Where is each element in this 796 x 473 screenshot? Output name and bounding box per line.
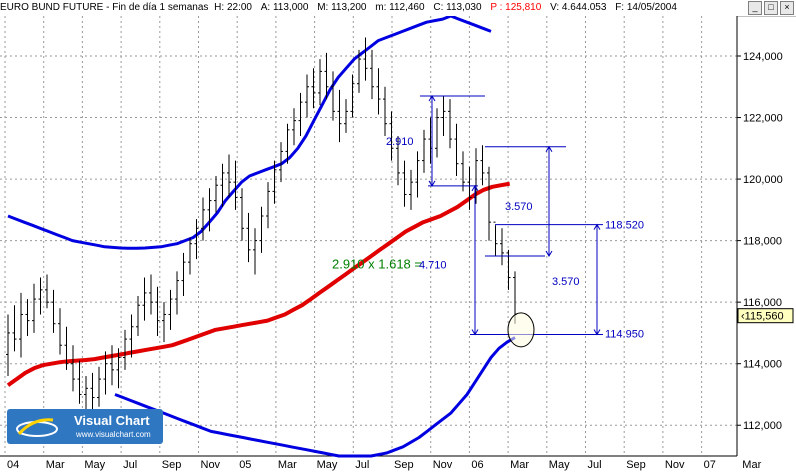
x-tick-label: Sep <box>162 459 182 471</box>
upper-series-line <box>7 16 492 250</box>
fib-extension-arrow-head <box>471 184 479 192</box>
fib-expression-label: 2.910 x 1.618 = <box>332 256 422 271</box>
chart-title-bar: EURO BUND FUTURE - Fin de día 1 semanas … <box>0 0 796 17</box>
x-tick-label: 05 <box>239 459 251 471</box>
logo-url: www.visualchart.com <box>76 430 151 439</box>
visual-chart-logo: Visual Chart www.visualchart.com <box>7 409 163 444</box>
x-tick-label: Mar <box>510 459 529 471</box>
fib-extension-arrow-head <box>471 329 479 336</box>
x-tick-label: Jul <box>123 459 137 471</box>
x-tick-label: Nov <box>201 459 221 471</box>
measure-1-arrow-head <box>428 180 436 187</box>
lower-series-line <box>114 336 516 458</box>
min-value: m: 112,460 <box>375 2 425 13</box>
x-tick-label: Mar <box>46 459 65 471</box>
y-tick-label: 114,000 <box>743 359 782 371</box>
y-tick-label: 112,000 <box>743 420 782 432</box>
measure-1-label: 2.910 <box>386 136 414 148</box>
x-tick-label: May <box>317 459 338 471</box>
measure-2-arrow-head <box>545 250 553 257</box>
restore-button[interactable]: □ <box>764 1 778 15</box>
measure-2-label: 3.570 <box>505 201 533 213</box>
target-2-label: 114.950 <box>605 329 644 341</box>
target-1-label: 118.520 <box>605 219 644 231</box>
fib-result-label: 4.710 <box>419 259 447 271</box>
last-price-label: ‹115,560 <box>741 311 784 323</box>
price-chart[interactable]: 04 Mar May Jul Sep Nov 05 Mar May Jul Sep Nov 06 Mar M… <box>0 16 796 473</box>
y-tick-label: 120,000 <box>743 174 783 186</box>
y-tick-label: 118,000 <box>743 236 782 248</box>
x-tick-label: Sep <box>394 459 414 471</box>
y-tick-label: 116,000 <box>743 297 782 309</box>
instrument-title: EURO BUND FUTURE - Fin de día 1 semanas <box>0 2 209 13</box>
x-tick-label: May <box>549 459 570 471</box>
measure-3-label: 3.570 <box>552 276 580 288</box>
prev-value: P : 125,810 <box>490 2 542 13</box>
y-tick-label: 122,000 <box>743 113 783 125</box>
measure-2-arrow-head <box>545 145 553 153</box>
close-button[interactable]: × <box>780 1 794 15</box>
x-tick-label: Nov <box>665 459 685 471</box>
logo-name: Visual Chart <box>74 413 150 428</box>
max-value: M: 113,200 <box>317 2 367 13</box>
x-tick-label: Mar <box>278 459 297 471</box>
x-tick-label: Mar <box>742 459 761 471</box>
highlight-ellipse <box>507 312 535 348</box>
last-price-box <box>737 308 794 324</box>
high-value: H: 22:00 <box>214 2 252 13</box>
x-tick-label: May <box>84 459 105 471</box>
window-controls: _ □ × <box>748 1 794 15</box>
y-tick-label: 124,000 <box>743 51 783 63</box>
ask-value: A: 113,000 <box>260 2 309 13</box>
x-tick-label: 06 <box>471 459 483 471</box>
x-tick-label: 07 <box>704 459 716 471</box>
measure-3-arrow-head <box>593 223 601 230</box>
minimize-button[interactable]: _ <box>748 1 762 15</box>
measure-1-arrow-head <box>428 95 436 102</box>
volume-value: V: 4.644.053 <box>550 2 607 13</box>
ma-series-line <box>6 181 511 387</box>
plot-area <box>0 16 737 456</box>
x-tick-label: 04 <box>7 459 19 471</box>
measure-3-arrow-head <box>593 329 601 336</box>
x-tick-label: Jul <box>355 459 369 471</box>
close-value: C: 113,030 <box>433 2 482 13</box>
logo-swoosh-icon <box>16 418 58 437</box>
x-tick-label: Sep <box>626 459 646 471</box>
x-tick-label: Jul <box>588 459 602 471</box>
x-tick-label: Nov <box>433 459 453 471</box>
date-value: F: 14/05/2004 <box>615 2 677 13</box>
